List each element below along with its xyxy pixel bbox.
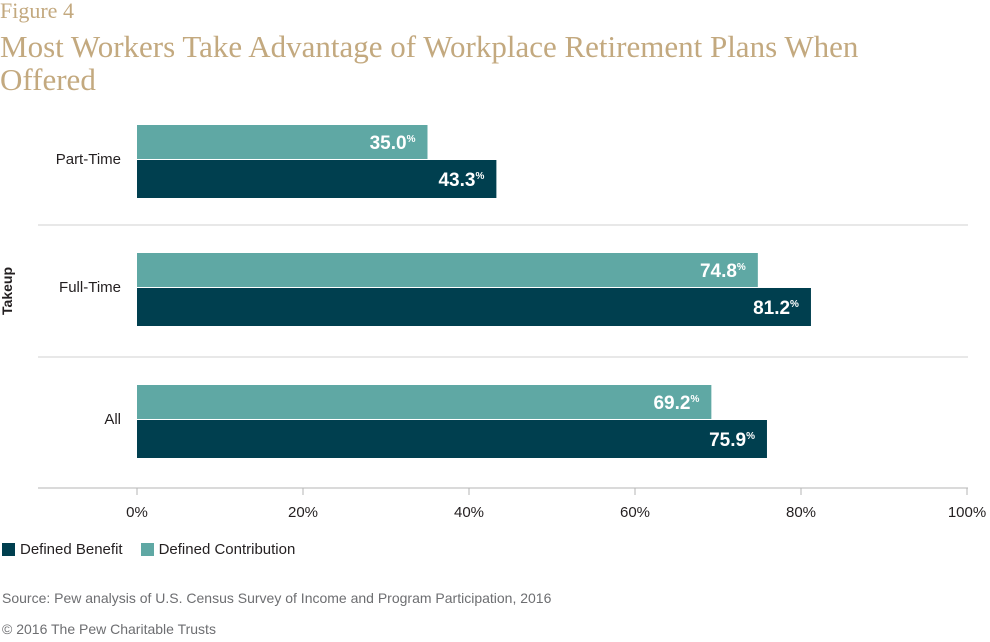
y-axis-label: Takeup <box>0 267 15 315</box>
bar-chart: 35.0% 43.3% 74.8% 81.2% 69.2% 75.9% Part-Time… <box>0 125 986 521</box>
bar-value-label: 81.2% <box>753 298 799 319</box>
category-label: All <box>104 411 121 428</box>
x-tick-label: 60% <box>620 504 650 521</box>
bar-defined-contribution <box>137 125 428 159</box>
category-label: Part-Time <box>56 151 121 168</box>
x-tick-label: 0% <box>126 504 148 521</box>
legend-swatch-defined-benefit <box>2 543 15 556</box>
bar-defined-benefit <box>137 288 811 326</box>
x-tick-label: 40% <box>454 504 484 521</box>
legend: Defined Benefit Defined Contribution <box>2 541 313 558</box>
x-tick-label: 20% <box>288 504 318 521</box>
bar-defined-contribution <box>137 253 758 287</box>
legend-swatch-defined-contribution <box>140 543 154 556</box>
bar-defined-benefit <box>137 420 767 458</box>
bar-value-label: 43.3% <box>438 170 484 191</box>
bar-value-label: 35.0% <box>370 133 416 154</box>
legend-label-defined-contribution: Defined Contribution <box>158 541 296 558</box>
bar-value-label: 74.8% <box>700 261 746 282</box>
x-tick-label: 100% <box>948 504 986 521</box>
x-tick-label: 80% <box>786 504 816 521</box>
bar-value-label: 69.2% <box>653 393 699 414</box>
bar-value-label: 75.9% <box>709 430 755 451</box>
legend-label-defined-benefit: Defined Benefit <box>20 541 123 558</box>
copyright-note: © 2016 The Pew Charitable Trusts <box>2 621 216 637</box>
bar-defined-benefit <box>137 160 497 198</box>
source-note: Source: Pew analysis of U.S. Census Surv… <box>2 590 552 606</box>
legend-item-defined-contribution: Defined Contribution <box>140 541 296 558</box>
category-label: Full-Time <box>59 279 121 296</box>
chart-title: Most Workers Take Advantage of Workplace… <box>0 29 859 97</box>
legend-item-defined-benefit: Defined Benefit <box>2 541 123 558</box>
figure-label: Figure 4 <box>0 0 74 23</box>
bar-defined-contribution <box>137 385 712 419</box>
